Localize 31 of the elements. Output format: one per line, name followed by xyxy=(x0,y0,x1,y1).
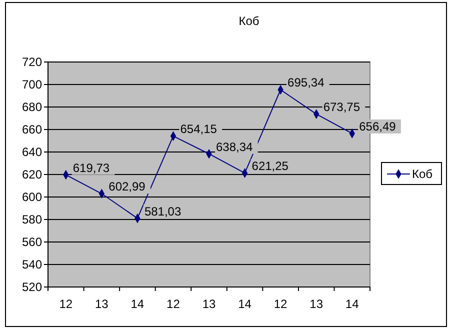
data-label: 602,99 xyxy=(108,180,146,194)
y-tick-label: 520 xyxy=(22,280,42,294)
x-tick-label: 14 xyxy=(345,297,360,311)
data-label: 673,75 xyxy=(323,100,360,114)
x-tick-label: 13 xyxy=(202,297,216,311)
x-tick-label: 12 xyxy=(166,297,180,311)
y-tick-label: 700 xyxy=(22,78,42,92)
data-label: 638,34 xyxy=(216,140,254,154)
y-tick-label: 680 xyxy=(22,100,42,114)
data-label: 654,15 xyxy=(180,122,218,136)
y-tick-label: 600 xyxy=(22,190,42,204)
x-tick-label: 14 xyxy=(130,297,144,311)
data-label: 619,73 xyxy=(72,160,110,175)
y-tick-label: 660 xyxy=(22,122,42,136)
data-label: 581,03 xyxy=(144,204,182,218)
x-tick-label: 13 xyxy=(94,297,109,311)
x-tick-label: 12 xyxy=(274,297,288,311)
legend-label: Коб xyxy=(412,167,433,181)
y-tick-label: 620 xyxy=(22,168,42,182)
data-label: 695,34 xyxy=(288,76,325,90)
y-tick-label: 720 xyxy=(22,55,42,69)
data-label: 621,25 xyxy=(252,159,289,174)
x-tick-label: 13 xyxy=(310,297,324,311)
x-tick-label: 14 xyxy=(238,297,252,311)
data-label: 656,49 xyxy=(359,119,396,134)
y-tick-label: 540 xyxy=(22,258,42,272)
chart-title: Коб xyxy=(238,14,260,28)
y-tick-label: 580 xyxy=(22,212,42,226)
x-tick-label: 12 xyxy=(59,297,73,311)
y-tick-label: 640 xyxy=(22,145,42,159)
y-tick-label: 560 xyxy=(22,235,42,249)
